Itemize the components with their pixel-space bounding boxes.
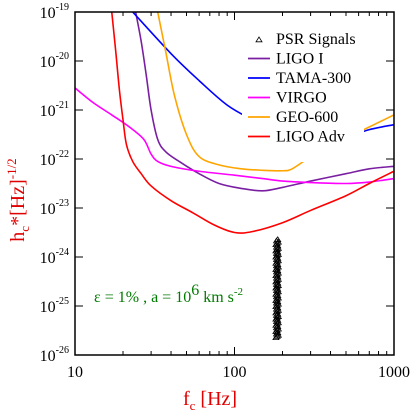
legend-entry-ligo-adv: LIGO Adv xyxy=(248,129,345,146)
legend-entry-psr-signals: PSR Signals xyxy=(255,31,356,48)
legend-entry-tama-300: TAMA-300 xyxy=(248,70,351,87)
legend: PSR Signals LIGO I TAMA-300 VIRGO GEO-600 LIG… xyxy=(242,31,364,162)
legend-label: PSR Signals xyxy=(276,31,356,48)
legend-entry-virgo: VIRGO xyxy=(248,90,327,107)
y-tick-label: 10-23 xyxy=(40,198,69,218)
legend-marker xyxy=(255,36,263,43)
series-ligo-adv xyxy=(110,12,394,234)
y-tick-label: 10-25 xyxy=(40,296,69,316)
legend-label: LIGO Adv xyxy=(276,129,345,146)
legend-entry-ligo-i: LIGO I xyxy=(248,51,324,68)
y-tick-label: 10-26 xyxy=(40,345,69,365)
y-tick-label: 10-22 xyxy=(40,149,69,169)
psr-signal-marker xyxy=(273,236,282,243)
y-tick-label: 10-24 xyxy=(40,247,69,267)
legend-box xyxy=(242,31,364,162)
tick-labels: 10 100 1000 10-19 10-20 10-21 10-22 10-23 10-24 1… xyxy=(40,2,410,381)
y-tick-label: 10-21 xyxy=(40,100,69,120)
y-axis-label: hc*[Hz]-1/2 xyxy=(4,158,32,241)
legend-label: LIGO I xyxy=(276,51,324,68)
y-tick-label: 10-19 xyxy=(40,2,69,22)
legend-label: GEO-600 xyxy=(276,109,338,126)
series-ligo-i xyxy=(134,12,394,192)
x-tick-label: 10 xyxy=(67,364,83,381)
x-tick-label: 1000 xyxy=(378,364,410,381)
x-axis-label: fc [Hz] xyxy=(183,388,237,413)
y-tick-label: 10-20 xyxy=(40,51,69,71)
legend-entry-geo-600: GEO-600 xyxy=(248,109,338,126)
x-tick-label: 100 xyxy=(223,364,247,381)
annotation: ε = 1% , a = 106 km s-2 xyxy=(94,282,243,306)
plot-frame xyxy=(74,11,395,356)
legend-label: VIRGO xyxy=(276,90,327,107)
psr-signal-markers xyxy=(272,236,283,341)
series-virgo xyxy=(75,87,394,185)
legend-label: TAMA-300 xyxy=(276,70,351,87)
